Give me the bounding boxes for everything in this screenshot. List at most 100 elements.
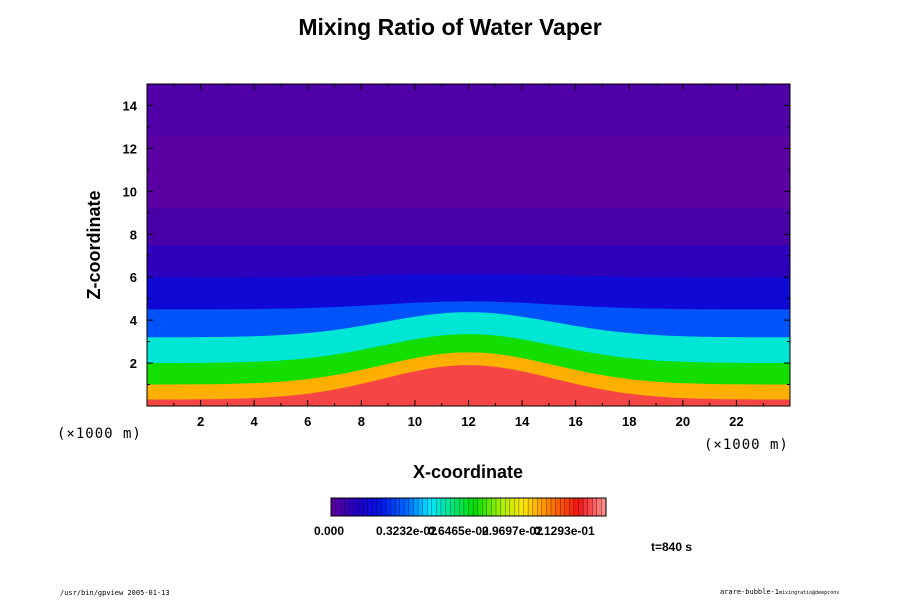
- colorbar-swatch: [436, 497, 442, 517]
- y-tick-label: 6: [130, 270, 137, 285]
- colorbar-swatch: [564, 497, 570, 517]
- colorbar-swatch: [358, 497, 364, 517]
- colorbar-swatch: [482, 497, 488, 517]
- colorbar-swatch: [362, 497, 369, 517]
- colorbar-tick-label: 0.6465e-02: [428, 524, 489, 538]
- y-tick-label: 4: [130, 313, 138, 328]
- y-tick-label: 12: [123, 141, 137, 156]
- x-tick-labels: 2 4 6 8 10 12 14 16 18 20 22: [197, 414, 744, 429]
- colorbar-swatch: [546, 497, 552, 517]
- colorbar-swatch: [335, 497, 341, 517]
- heat-band: [147, 365, 790, 406]
- x-tick-label: 12: [461, 414, 475, 429]
- colorbar-swatch: [523, 497, 529, 517]
- x-tick-label: 8: [358, 414, 365, 429]
- colorbar-swatch: [578, 497, 584, 517]
- colorbar-swatch: [399, 497, 405, 517]
- colorbar-swatch: [509, 497, 515, 517]
- colorbar-swatch: [468, 497, 474, 517]
- x-tick-label: 20: [676, 414, 690, 429]
- y-tick-labels: 2 4 6 8 10 12 14: [123, 98, 138, 371]
- footer-right: arare-bubble-1mixingratio@deepconv: [720, 588, 839, 596]
- x-tick-label: 2: [197, 414, 204, 429]
- colorbar-swatch: [463, 497, 470, 517]
- colorbar-swatch: [495, 497, 502, 517]
- colorbar-swatch: [491, 497, 497, 517]
- colorbar-swatch: [459, 497, 465, 517]
- colorbar-swatch: [505, 497, 511, 517]
- y-unit-label: (×1000 m): [57, 426, 142, 442]
- x-axis-title: X-coordinate: [413, 462, 523, 482]
- colorbar-swatch: [404, 497, 410, 517]
- x-tick-label: 10: [408, 414, 422, 429]
- colorbar-swatch: [353, 497, 360, 517]
- colorbar-swatch: [596, 497, 602, 517]
- colorbar-swatch: [367, 497, 373, 517]
- colorbar-swatch: [537, 497, 543, 517]
- colorbar-swatch: [385, 497, 392, 517]
- footer-right-main: arare-bubble-1: [720, 588, 780, 596]
- colorbar-swatch: [550, 497, 557, 517]
- colorbar-swatch: [514, 497, 520, 517]
- colorbar-swatch: [330, 497, 337, 517]
- footer-left: /usr/bin/gpview 2005-01-13: [60, 589, 170, 597]
- colorbar: [330, 497, 607, 517]
- colorbar-swatch: [573, 497, 580, 517]
- colorbar-swatch: [560, 497, 566, 517]
- y-tick-label: 2: [130, 356, 137, 371]
- colorbar-tick-label: 0.000: [314, 524, 344, 538]
- x-tick-label: 18: [622, 414, 636, 429]
- colorbar-swatch: [344, 497, 350, 517]
- colorbar-swatch: [340, 497, 346, 517]
- colorbar-swatch: [417, 497, 424, 517]
- colorbar-swatch: [450, 497, 456, 517]
- colorbar-swatch: [518, 497, 525, 517]
- colorbar-swatch: [486, 497, 492, 517]
- colorbar-swatch: [500, 497, 506, 517]
- colorbar-swatch: [422, 497, 428, 517]
- colorbar-swatch: [440, 497, 447, 517]
- x-tick-label: 6: [304, 414, 311, 429]
- colorbar-swatch: [472, 497, 479, 517]
- colorbar-swatch: [454, 497, 460, 517]
- colorbar-tick-label: 0.1293e-01: [534, 524, 595, 538]
- x-tick-label: 16: [568, 414, 582, 429]
- x-tick-label: 4: [251, 414, 259, 429]
- colorbar-labels: 0.000 0.3232e-020.6465e-020.9697e-020.129…: [314, 524, 595, 538]
- x-unit-label: (×1000 m): [704, 437, 789, 453]
- colorbar-swatch: [569, 497, 575, 517]
- y-axis-title: Z-coordinate: [84, 190, 104, 299]
- colorbar-swatch: [376, 497, 382, 517]
- chart-title: Mixing Ratio of Water Vaper: [298, 14, 602, 40]
- colorbar-swatch: [445, 497, 451, 517]
- colorbar-swatch: [390, 497, 396, 517]
- colorbar-swatch: [541, 497, 547, 517]
- colorbar-tick-label: 0.9697e-02: [482, 524, 543, 538]
- footer-right-sub: mixingratio@deepconv: [779, 590, 840, 596]
- colorbar-swatch: [592, 497, 598, 517]
- x-tick-label: 22: [729, 414, 743, 429]
- colorbar-swatch: [431, 497, 437, 517]
- colorbar-tick-label: 0.3232e-02: [376, 524, 437, 538]
- colorbar-swatch: [587, 497, 593, 517]
- y-tick-label: 10: [123, 184, 137, 199]
- colorbar-swatch: [395, 497, 401, 517]
- colorbar-swatch: [427, 497, 433, 517]
- colorbar-border: [330, 497, 607, 517]
- axis-ticks: [147, 84, 790, 406]
- colorbar-swatch: [413, 497, 419, 517]
- colorbar-swatch: [372, 497, 378, 517]
- colorbar-swatch: [408, 497, 415, 517]
- x-tick-label: 14: [515, 414, 530, 429]
- heatmap-field: [147, 84, 790, 406]
- colorbar-swatch: [381, 497, 387, 517]
- colorbar-swatch: [555, 497, 561, 517]
- y-tick-label: 8: [130, 227, 137, 242]
- colorbar-swatch: [349, 497, 355, 517]
- colorbar-swatch: [477, 497, 483, 517]
- colorbar-swatch: [532, 497, 538, 517]
- time-label: t=840 s: [651, 540, 693, 554]
- y-tick-label: 14: [123, 98, 138, 113]
- colorbar-swatch: [527, 497, 534, 517]
- colorbar-swatch: [582, 497, 589, 517]
